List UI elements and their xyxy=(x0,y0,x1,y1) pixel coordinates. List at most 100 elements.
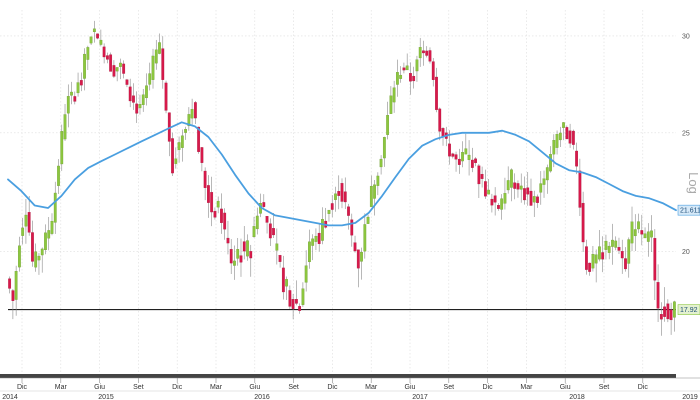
moving-average-curve xyxy=(7,121,677,227)
candle-up xyxy=(321,219,324,241)
candle-down xyxy=(477,165,481,185)
x-tick-label: Dic xyxy=(172,384,183,391)
moving-average-label: 21.611 xyxy=(680,208,700,215)
candle-up xyxy=(184,129,187,133)
candle-down xyxy=(343,191,347,203)
candle-down xyxy=(265,216,269,223)
candle-down xyxy=(659,314,663,320)
candle-up xyxy=(558,132,562,141)
candle-up xyxy=(545,167,549,181)
candle-down xyxy=(294,299,298,304)
candle-up xyxy=(373,184,376,199)
candle-up xyxy=(542,178,546,185)
candle-down xyxy=(164,82,168,111)
x-year-label: 2018 xyxy=(569,394,585,400)
candle-down xyxy=(317,232,321,244)
candle-up xyxy=(154,49,158,64)
candle-down xyxy=(135,103,139,114)
candle-down xyxy=(8,278,12,289)
x-year-label: 2015 xyxy=(98,394,114,400)
candle-up xyxy=(216,200,220,208)
candle-up xyxy=(314,235,318,242)
gridlines xyxy=(0,10,676,373)
candle-down xyxy=(11,290,15,301)
candle-down xyxy=(356,249,360,269)
candle-up xyxy=(148,73,152,85)
candle-up xyxy=(24,214,28,227)
moving-average-tag xyxy=(677,204,700,216)
candle-up xyxy=(392,87,396,103)
x-tick-label: Giu xyxy=(94,384,105,391)
candle-down xyxy=(490,198,494,206)
candle-down xyxy=(262,202,266,207)
candle-down xyxy=(653,238,657,281)
candle-down xyxy=(431,61,435,80)
candle-up xyxy=(252,226,256,238)
candle-down xyxy=(640,230,644,235)
candle-down xyxy=(523,188,526,201)
candle-up xyxy=(53,192,57,223)
x-tick-label: Mar xyxy=(365,384,378,391)
candle-up xyxy=(89,36,93,44)
y-tick-label: 20 xyxy=(682,249,690,256)
candle-up xyxy=(369,185,373,207)
candle-up xyxy=(630,221,634,244)
candle-up xyxy=(399,74,403,79)
x-tick-label: Giu xyxy=(560,384,571,391)
x-tick-label: Dic xyxy=(327,384,338,391)
y-tick-label: 25 xyxy=(682,130,690,137)
candle-up xyxy=(40,248,44,256)
candle-up xyxy=(180,135,184,148)
candle-up xyxy=(376,175,380,186)
candle-up xyxy=(255,215,259,230)
x-tick-label: Set xyxy=(288,384,299,391)
candle-up xyxy=(415,59,419,72)
candle-up xyxy=(141,94,145,105)
candle-down xyxy=(203,170,207,188)
candle-up xyxy=(76,82,80,94)
candle-down xyxy=(483,181,487,197)
candle-down xyxy=(601,252,605,260)
candle-up xyxy=(34,251,38,268)
candle-up xyxy=(611,239,614,247)
x-axis: Dic Mar Giu Set Dic Mar Giu Set Dic Mar Giu Set Dic M… xyxy=(0,374,700,400)
candle-down xyxy=(435,76,438,110)
candle-up xyxy=(14,271,18,300)
candle-down xyxy=(474,158,477,164)
candle-down xyxy=(425,50,429,56)
candle-up xyxy=(386,115,390,135)
candle-down xyxy=(249,251,253,259)
candle-down xyxy=(402,67,406,71)
candle-down xyxy=(27,212,31,233)
candle-up xyxy=(464,148,468,155)
candle-up xyxy=(555,134,559,148)
x-year-label: 2019 xyxy=(682,394,698,400)
candle-down xyxy=(330,203,334,210)
candle-up xyxy=(591,254,595,269)
candle-up xyxy=(50,220,54,234)
candle-up xyxy=(57,165,60,186)
candle-up xyxy=(70,91,73,96)
candle-up xyxy=(177,142,181,150)
candle-down xyxy=(451,153,455,157)
candle-up xyxy=(66,96,70,114)
candle-down xyxy=(581,202,585,243)
x-tick-label: Dic xyxy=(17,384,28,391)
candle-down xyxy=(161,48,165,80)
candle-down xyxy=(620,251,624,259)
candle-down xyxy=(422,50,425,54)
x-tick-label: Giu xyxy=(249,384,260,391)
candle-up xyxy=(379,158,383,168)
candle-down xyxy=(585,246,588,270)
candle-down xyxy=(132,95,135,103)
x-tick-label: Dic xyxy=(638,384,649,391)
candle-down xyxy=(568,130,572,144)
candle-down xyxy=(226,237,230,244)
candle-up xyxy=(360,251,363,262)
candle-up xyxy=(21,227,25,236)
candle-down xyxy=(513,182,517,189)
candle-up xyxy=(614,240,618,248)
candle-down xyxy=(347,206,350,216)
candle-up xyxy=(334,193,337,200)
candle-down xyxy=(171,138,174,174)
